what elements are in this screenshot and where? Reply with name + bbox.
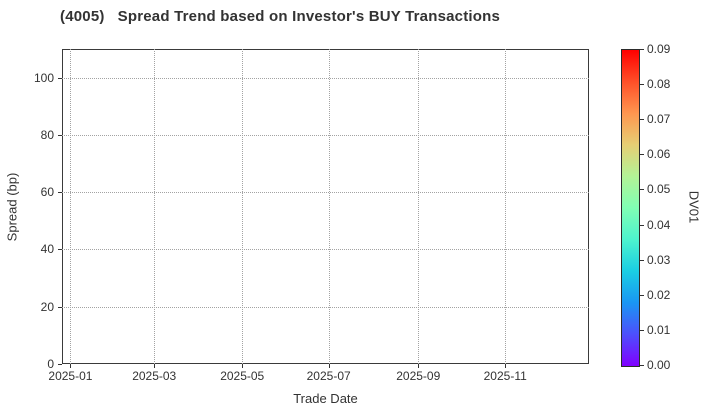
x-tick-label: 2025-01 [48, 369, 93, 383]
x-tick-label: 2025-07 [306, 369, 351, 383]
colorbar-gradient [621, 49, 640, 367]
colorbar-tick-label: 0.02 [647, 287, 671, 302]
y-tick [58, 249, 62, 251]
chart-title: (4005) Spread Trend based on Investor's … [60, 8, 501, 25]
x-tick [70, 364, 72, 368]
colorbar-tick [640, 259, 644, 261]
y-tick-label: 40 [40, 242, 54, 257]
x-axis-label: Trade Date [293, 391, 358, 406]
x-tick [328, 364, 330, 368]
colorbar-label: DV01 [686, 190, 702, 224]
x-tick [418, 364, 420, 368]
y-tick [58, 306, 62, 308]
h-gridline [62, 192, 589, 194]
h-gridline [62, 249, 589, 251]
v-gridline [242, 49, 244, 364]
h-gridline [62, 77, 589, 79]
colorbar-tick [640, 365, 644, 366]
colorbar-tick-label: 0.01 [647, 322, 671, 337]
x-tick-label: 2025-11 [483, 369, 527, 383]
x-tick-label: 2025-05 [220, 369, 265, 383]
colorbar-tick-label: 0.09 [647, 42, 671, 56]
colorbar-tick [640, 224, 644, 226]
colorbar-tick [640, 84, 644, 86]
h-gridline [62, 134, 589, 136]
y-tick-label: 20 [40, 299, 54, 314]
v-gridline [328, 49, 330, 364]
y-tick [58, 77, 62, 79]
x-tick-label: 2025-03 [132, 369, 177, 383]
h-gridline [62, 306, 589, 308]
x-tick [505, 364, 507, 368]
y-tick [58, 134, 62, 136]
colorbar-tick-label: 0.04 [647, 217, 671, 232]
colorbar-tick [640, 119, 644, 121]
colorbar-tick [640, 294, 644, 296]
colorbar-tick-label: 0.05 [647, 182, 671, 197]
v-gridline [505, 49, 507, 364]
colorbar-tick-label: 0.00 [647, 358, 671, 372]
x-tick [242, 364, 244, 368]
y-tick-label: 100 [33, 70, 54, 85]
colorbar-tick-label: 0.03 [647, 252, 671, 267]
y-tick [58, 192, 62, 194]
y-tick-label: 0 [47, 357, 54, 371]
y-tick [58, 364, 62, 365]
colorbar-tick-label: 0.08 [647, 77, 671, 92]
v-gridline [418, 49, 420, 364]
v-gridline [70, 49, 72, 364]
colorbar-tick-label: 0.06 [647, 147, 671, 162]
colorbar-tick [640, 49, 644, 50]
colorbar-tick [640, 154, 644, 156]
colorbar-tick [640, 189, 644, 191]
colorbar-tick [640, 329, 644, 331]
v-gridline [154, 49, 156, 364]
colorbar-tick-label: 0.07 [647, 112, 671, 127]
y-axis-label: Spread (bp) [4, 172, 20, 242]
y-tick-label: 80 [40, 127, 54, 142]
y-tick-label: 60 [40, 185, 54, 200]
plot-area [62, 49, 589, 364]
x-tick-label: 2025-09 [396, 369, 441, 383]
x-tick [154, 364, 156, 368]
